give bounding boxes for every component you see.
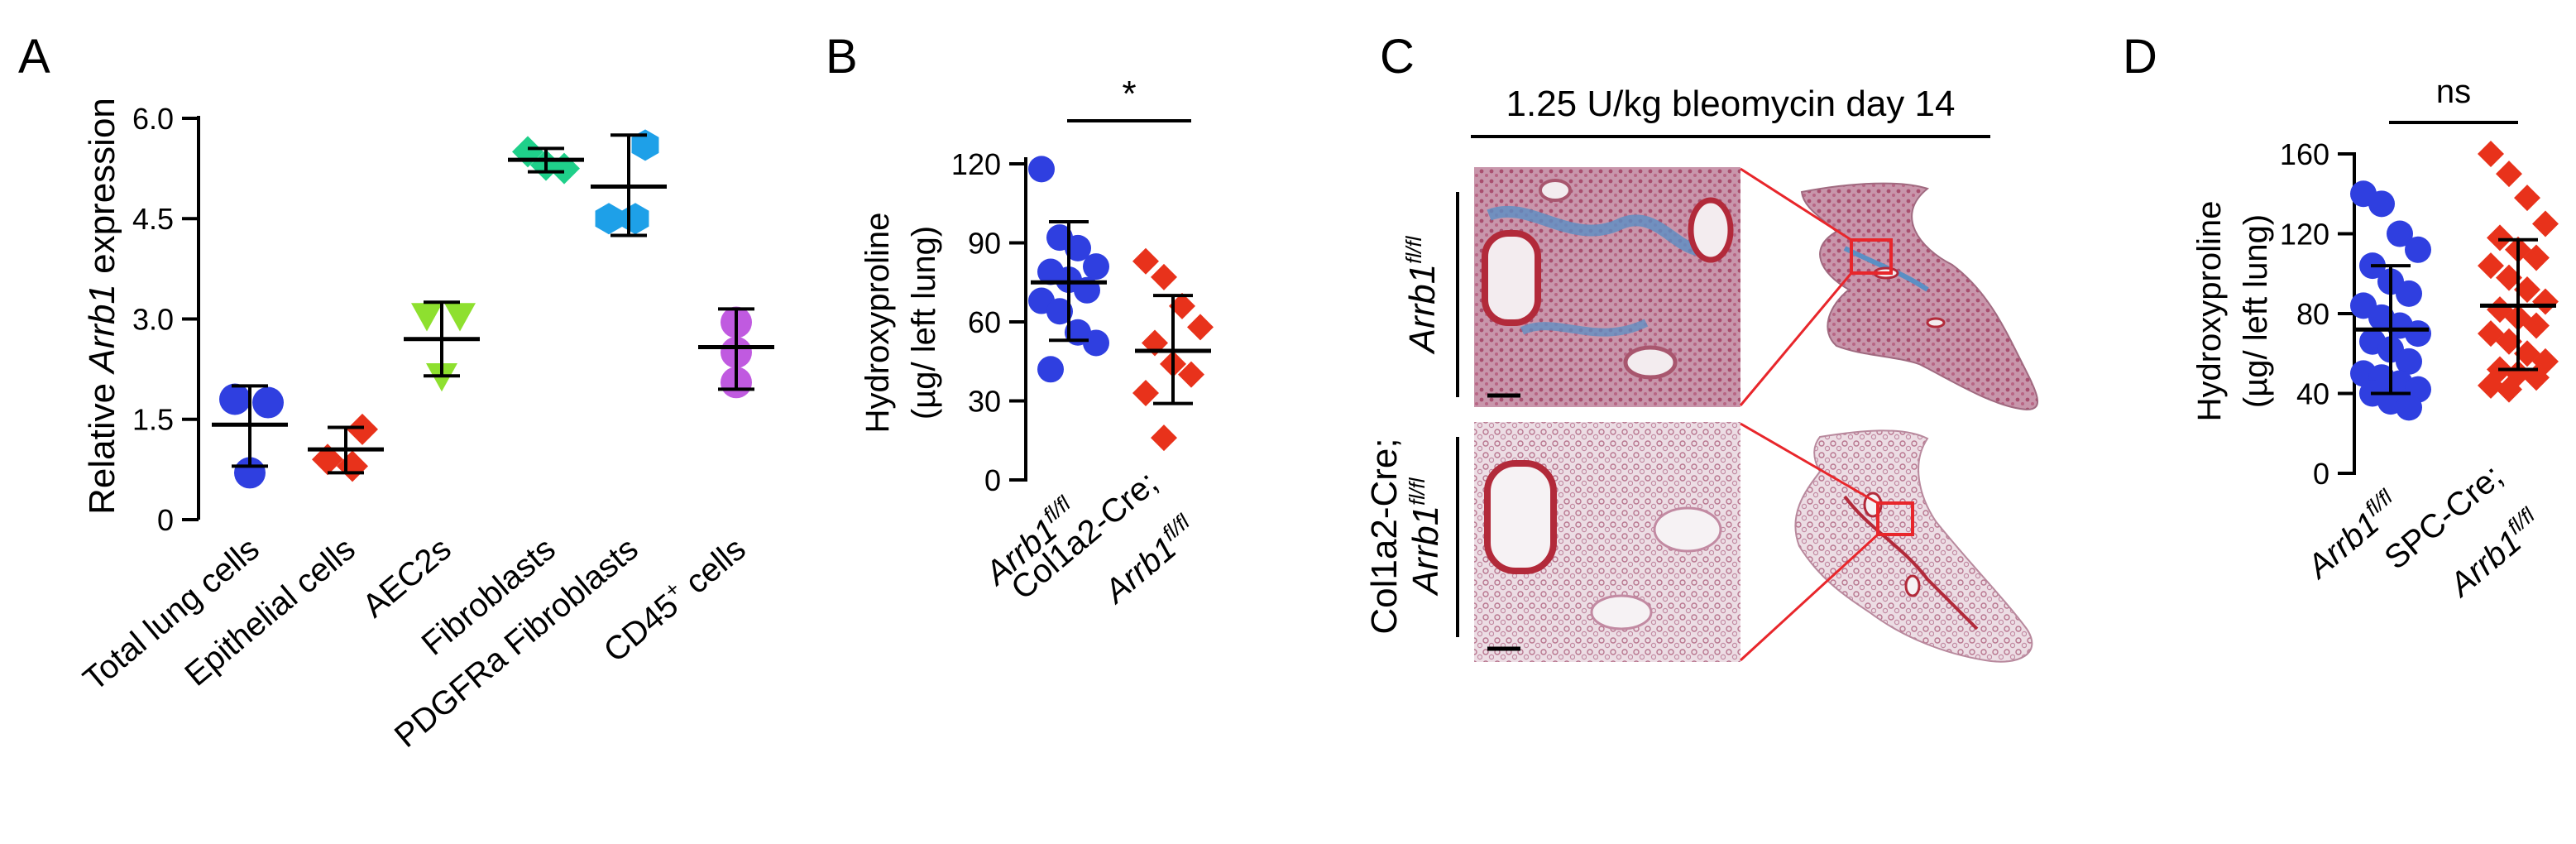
panel-b-point	[1083, 253, 1109, 281]
panel-d-point	[2523, 312, 2550, 339]
y-tick-label: 0	[2313, 457, 2329, 491]
panel-d-point	[2514, 276, 2540, 304]
panel-d-marks	[2350, 141, 2559, 421]
panel-c-row1-whole-lobe-image	[1739, 167, 2039, 411]
panel-d-ylabel-line1: Hydroxyproline	[2191, 201, 2228, 422]
panel-b-point	[1132, 379, 1159, 406]
panel-c-row1-magnified-image	[1474, 167, 1740, 407]
panel-a-point	[219, 383, 251, 415]
panel-b-point	[1169, 292, 1195, 319]
panel-a-point	[347, 413, 378, 445]
panel-letter-b: B	[826, 30, 858, 84]
panel-a-point	[631, 129, 659, 161]
panel-d-point	[2496, 328, 2522, 355]
panel-d-ylabel-line2: (µg/ left lung)	[2238, 214, 2274, 408]
panel-d-point	[2396, 394, 2422, 421]
panel-d-point	[2396, 280, 2422, 307]
panel-d-point	[2396, 348, 2422, 375]
panel-b-point	[1065, 234, 1091, 261]
panel-c-row1-label: Arrb1fl/fl	[1401, 235, 1443, 355]
y-tick-label: 4.5	[132, 202, 174, 236]
panel-d-point	[2405, 320, 2431, 348]
panel-a-marks	[212, 129, 774, 489]
panel-c-row2-label-line1: Col1a2-Cre;	[1364, 438, 1405, 634]
panel-a-chart: Relative Arrb1 expression 01.53.04.56.0 …	[77, 98, 774, 755]
panel-letter-c: C	[1380, 30, 1415, 84]
y-tick-label: 160	[2280, 137, 2329, 171]
panel-b-chart: Hydroxyproline (µg/ left lung) 0 30 60 90 12…	[859, 74, 1214, 611]
panel-d-point	[2478, 372, 2504, 399]
panel-d-point	[2514, 185, 2540, 212]
panel-c-row1-zoom-box	[1850, 238, 1893, 275]
panel-d-point	[2478, 252, 2504, 280]
panel-b-y-ticks: 0 30 60 90 120	[951, 147, 1026, 497]
panel-d-point	[2496, 264, 2522, 291]
panel-d-point	[2523, 244, 2550, 271]
y-tick-label: 90	[968, 226, 1001, 260]
panel-b-point	[1083, 329, 1109, 357]
panel-letter-a: A	[18, 30, 50, 84]
y-tick-label: 3.0	[132, 302, 174, 336]
panel-d-point	[2532, 288, 2559, 315]
panel-b-point	[1028, 156, 1055, 183]
panel-d-point	[2496, 376, 2522, 403]
panel-b-point	[1151, 263, 1177, 290]
y-tick-label: 0	[157, 503, 174, 537]
panel-b-point	[1037, 356, 1064, 383]
y-tick-label: 40	[2296, 376, 2329, 410]
panel-d-point	[2487, 224, 2513, 252]
panel-d-point	[2478, 141, 2504, 167]
panel-a-point	[621, 203, 649, 235]
panel-a-y-ticks: 0 1.5 3.0 4.5 6.0	[132, 102, 199, 537]
panel-d-point	[2387, 220, 2413, 247]
panel-a-x-label: Epithelial cells	[178, 530, 362, 693]
panel-b-point	[1178, 361, 1204, 388]
panel-d-point	[2532, 210, 2559, 237]
panel-b-point	[1046, 298, 1073, 325]
panel-c-row2-magnified-image	[1474, 422, 1740, 662]
panel-d-chart: Hydroxyproline (µg/ left lung) 0 40 80 120 1…	[2191, 74, 2559, 604]
panel-c-row2-zoom-box	[1876, 501, 1914, 536]
panel-c-histology: 1.25 U/kg bleomycin day 14 Arrb1fl/fl Co…	[1364, 84, 2039, 663]
panel-d-significance: ns	[2436, 74, 2471, 110]
panel-c-treatment-label: 1.25 U/kg bleomycin day 14	[1506, 84, 1956, 124]
panel-c-row2-label-line2: Arrb1fl/fl	[1405, 477, 1446, 597]
panel-d-x-label: Arrb1fl/fl	[2296, 484, 2407, 587]
panel-a-point	[252, 386, 284, 419]
panel-a-point	[411, 303, 443, 332]
panel-c-row2-whole-lobe-image	[1739, 422, 2033, 663]
panel-b-point	[1132, 247, 1159, 275]
panel-a-point	[312, 444, 343, 476]
panel-b-marks	[1028, 156, 1214, 452]
panel-a-ylabel: Relative Arrb1 expression	[82, 98, 122, 515]
panel-b-ylabel-line1: Hydroxyproline	[859, 213, 896, 434]
panel-b-point	[1151, 424, 1177, 452]
y-tick-label: 80	[2296, 297, 2329, 331]
y-tick-label: 60	[968, 305, 1001, 339]
panel-d-point	[2496, 161, 2522, 188]
y-tick-label: 1.5	[132, 403, 174, 437]
panel-a-point	[337, 450, 368, 482]
panel-d-point	[2368, 190, 2395, 218]
y-tick-label: 120	[951, 147, 1001, 181]
panel-d-y-ticks: 0 40 80 120 160	[2280, 137, 2354, 491]
panel-a-point	[595, 203, 623, 235]
panel-letter-d: D	[2123, 30, 2157, 84]
y-tick-label: 6.0	[132, 102, 174, 136]
y-tick-label: 120	[2280, 217, 2329, 251]
panel-b-point	[1187, 314, 1214, 341]
y-tick-label: 0	[984, 463, 1001, 497]
y-tick-label: 30	[968, 384, 1001, 418]
panel-d-point	[2405, 236, 2431, 263]
panel-b-significance: *	[1122, 74, 1136, 114]
panel-a-point	[444, 303, 476, 332]
panel-b-ylabel-line2: (µg/ left lung)	[906, 226, 942, 420]
